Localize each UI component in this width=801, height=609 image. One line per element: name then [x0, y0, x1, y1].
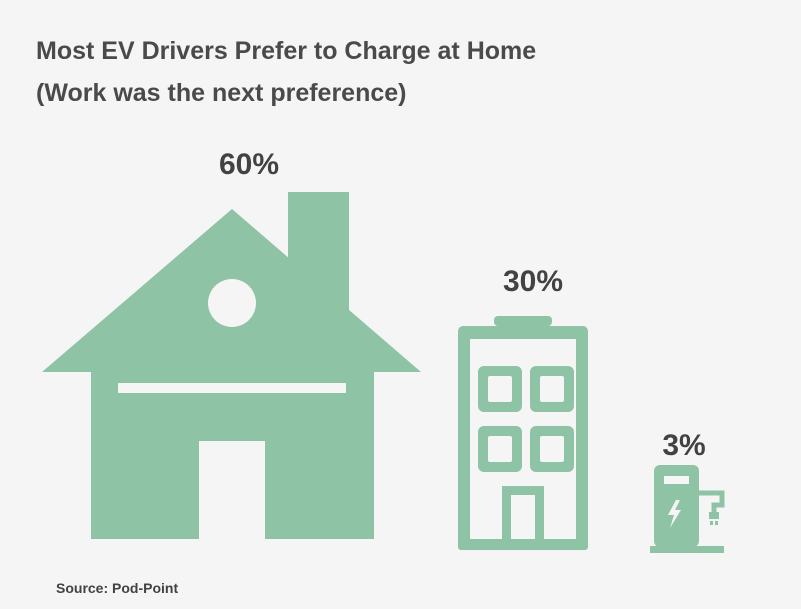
value-label-work: 30%	[503, 265, 563, 298]
house-icon	[42, 192, 421, 539]
charger-plug-pin	[710, 521, 713, 525]
charger-plug-pin	[715, 521, 718, 525]
building-base	[458, 539, 588, 550]
value-label-home: 60%	[219, 148, 279, 181]
charger-plug	[709, 512, 719, 519]
building-window-pane	[540, 436, 564, 462]
house-window	[208, 279, 256, 327]
building-window-pane	[488, 376, 512, 402]
chart-title: Most EV Drivers Prefer to Charge at Home…	[36, 30, 536, 114]
charging-station-icon	[650, 465, 725, 553]
charger-base	[650, 546, 724, 553]
office-building-icon	[458, 316, 588, 550]
lightning-bolt-icon	[668, 500, 681, 528]
building-window-pane	[488, 436, 512, 462]
value-label-public: 3%	[662, 429, 705, 462]
building-roof-cap	[494, 316, 552, 326]
house-eave-line	[118, 383, 346, 393]
chart-subtitle: (Work was the next preference)	[36, 79, 407, 107]
house-door	[199, 441, 265, 539]
charger-screen	[664, 476, 689, 484]
source-note: Source: Pod-Point	[56, 580, 179, 596]
chart-title-line: Most EV Drivers Prefer to Charge at Home	[36, 37, 537, 65]
building-window-pane	[540, 376, 564, 402]
building-door-inner	[511, 495, 535, 546]
charger-cable	[699, 490, 725, 512]
